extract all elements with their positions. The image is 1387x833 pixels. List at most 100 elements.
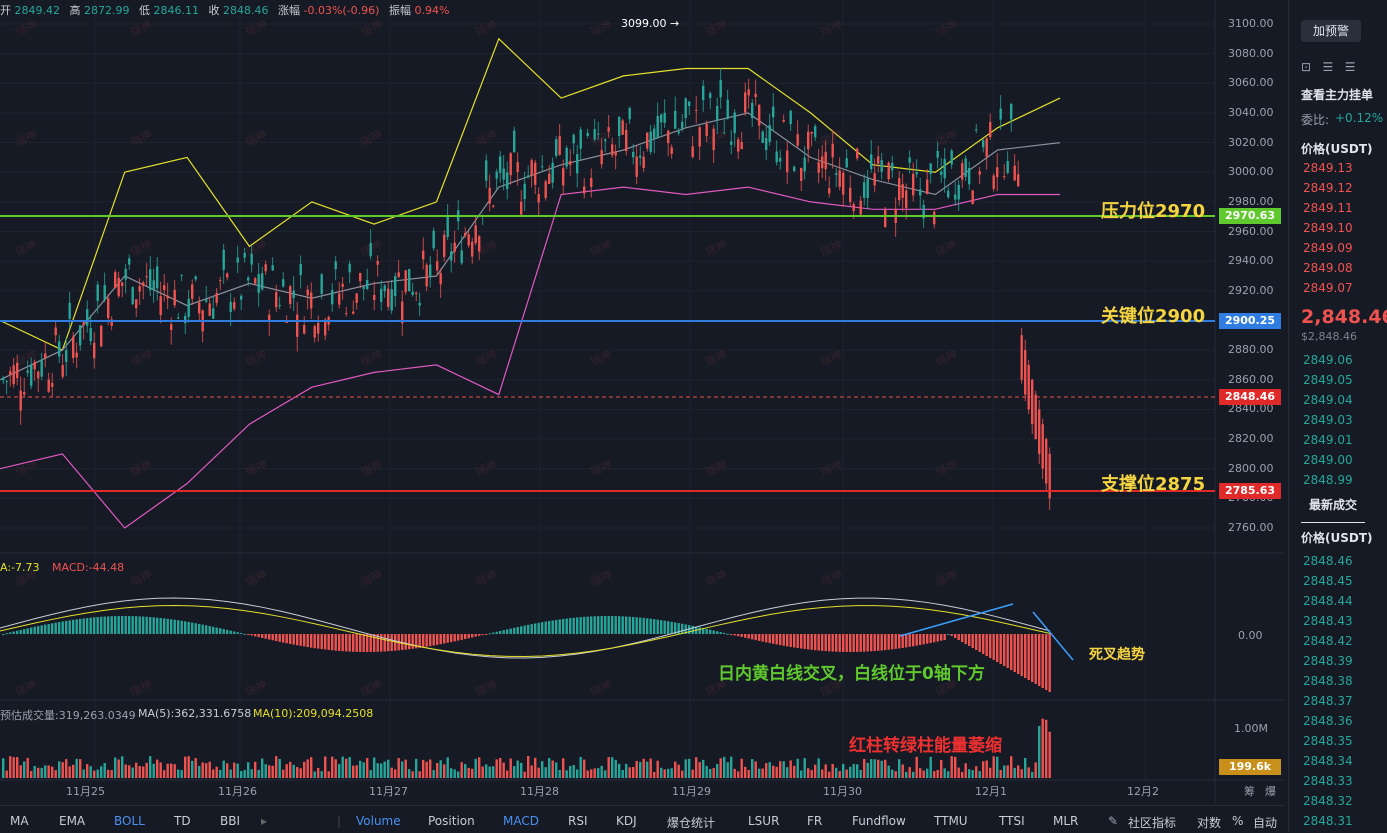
price-row[interactable]: 2849.00: [1303, 453, 1353, 467]
log-toggle[interactable]: 对数: [1197, 816, 1222, 830]
candle-body: [114, 272, 117, 289]
trades-title[interactable]: 最新成交: [1309, 498, 1358, 512]
price-row[interactable]: 2849.08: [1303, 261, 1353, 275]
macd-histogram-bar: [856, 634, 859, 652]
candle-body: [61, 365, 64, 377]
tab-position[interactable]: Position: [428, 814, 475, 828]
price-row[interactable]: 2848.33: [1303, 774, 1353, 788]
price-row[interactable]: 2848.36: [1303, 714, 1353, 728]
kline-chart[interactable]: [0, 0, 1285, 805]
candle-body: [103, 285, 106, 300]
price-row[interactable]: 2848.45: [1303, 574, 1353, 588]
price-row[interactable]: 2848.37: [1303, 694, 1353, 708]
price-row[interactable]: 2848.44: [1303, 594, 1353, 608]
support-price-box: 2785.63: [1219, 483, 1281, 499]
price-row[interactable]: 2849.03: [1303, 413, 1353, 427]
price-row[interactable]: 2848.34: [1303, 754, 1353, 768]
candle-body: [950, 150, 953, 165]
volume-bar: [173, 764, 176, 778]
depth-title[interactable]: 查看主力挂单: [1301, 88, 1374, 102]
price-tick: 3020.00: [1228, 135, 1274, 149]
price-row[interactable]: 2849.11: [1303, 201, 1353, 215]
macd-histogram-bar: [642, 617, 645, 634]
candle-body: [730, 141, 733, 145]
macd-histogram-bar: [229, 630, 232, 634]
tab-ttmu[interactable]: TTMU: [934, 814, 968, 828]
price-row[interactable]: 2848.43: [1303, 614, 1353, 628]
orderbook-view-icons[interactable]: ⊡ ☰ ☰: [1301, 60, 1356, 74]
volume-bar: [621, 769, 624, 778]
more-left-icon[interactable]: ▸: [261, 814, 268, 828]
volume-bar: [555, 762, 558, 778]
tab-ema[interactable]: EMA: [59, 814, 86, 828]
tab-ma[interactable]: MA: [10, 814, 29, 828]
date-right-2[interactable]: 爆: [1265, 785, 1276, 798]
candle-body: [1024, 350, 1027, 395]
candle-body: [425, 264, 428, 287]
volume-bar: [320, 771, 323, 778]
macd-histogram-bar: [495, 631, 498, 634]
volume-bar: [506, 770, 509, 778]
volume-bar: [870, 759, 873, 778]
price-row[interactable]: 2848.46: [1303, 554, 1353, 568]
price-row[interactable]: 2849.10: [1303, 221, 1353, 235]
add-alert-button[interactable]: 加预警: [1301, 20, 1361, 42]
macd-histogram-bar: [429, 634, 432, 647]
price-row[interactable]: 2848.35: [1303, 734, 1353, 748]
tab-mlr[interactable]: MLR: [1053, 814, 1079, 828]
tab-td[interactable]: TD: [174, 814, 191, 828]
volume-bar: [677, 764, 680, 778]
price-row[interactable]: 2848.31: [1303, 814, 1353, 828]
tab-fr[interactable]: FR: [807, 814, 823, 828]
candle-body: [583, 186, 586, 194]
macd-histogram-bar: [408, 634, 411, 650]
price-row[interactable]: 2849.05: [1303, 373, 1353, 387]
candle-body: [698, 127, 701, 147]
community-indicators[interactable]: 社区指标: [1128, 816, 1177, 830]
auto-toggle[interactable]: 自动: [1253, 816, 1278, 830]
date-right-1[interactable]: 筹: [1244, 785, 1255, 798]
candle-body: [352, 311, 355, 314]
tab-rsi[interactable]: RSI: [568, 814, 588, 828]
tab-fundflow[interactable]: Fundflow: [852, 814, 906, 828]
trades-header: 价格(USDT): [1301, 531, 1373, 545]
candle-body: [877, 156, 880, 164]
volume-bar: [121, 756, 124, 778]
volume-bar: [656, 760, 659, 778]
price-row[interactable]: 2848.32: [1303, 794, 1353, 808]
price-row[interactable]: 2848.99: [1303, 473, 1353, 487]
volume-bar: [163, 770, 166, 778]
volume-bar: [380, 763, 383, 778]
tab-volume[interactable]: Volume: [356, 814, 401, 828]
macd-histogram-bar: [513, 627, 516, 634]
price-row[interactable]: 2849.01: [1303, 433, 1353, 447]
price-row[interactable]: 2849.07: [1303, 281, 1353, 295]
community-icon[interactable]: ✎: [1108, 814, 1119, 828]
price-row[interactable]: 2848.42: [1303, 634, 1353, 648]
macd-histogram-bar: [632, 616, 635, 634]
candle-body: [891, 163, 894, 171]
tab-boll[interactable]: BOLL: [114, 814, 145, 828]
percent-toggle[interactable]: %: [1232, 814, 1244, 828]
candle-body: [803, 157, 806, 172]
price-row[interactable]: 2849.09: [1303, 241, 1353, 255]
volume-bar: [331, 756, 334, 778]
price-row[interactable]: 2849.13: [1303, 161, 1353, 175]
price-row[interactable]: 2848.38: [1303, 674, 1353, 688]
tab-lsur[interactable]: LSUR: [748, 814, 780, 828]
price-tick: 2860.00: [1228, 372, 1274, 386]
tab-liquidation[interactable]: 爆仓统计: [667, 816, 716, 830]
tab-ttsi[interactable]: TTSI: [999, 814, 1025, 828]
price-row[interactable]: 2849.04: [1303, 393, 1353, 407]
price-row[interactable]: 2848.39: [1303, 654, 1353, 668]
tab-bbi[interactable]: BBI: [220, 814, 241, 828]
volume-bar: [740, 758, 743, 778]
tab-macd[interactable]: MACD: [503, 814, 539, 828]
candle-body: [65, 350, 68, 362]
tab-kdj[interactable]: KDJ: [616, 814, 637, 828]
candle-body: [558, 136, 561, 155]
price-row[interactable]: 2849.12: [1303, 181, 1353, 195]
macd-histogram-bar: [215, 627, 218, 634]
price-row[interactable]: 2849.06: [1303, 353, 1353, 367]
macd-histogram-bar: [688, 625, 691, 634]
